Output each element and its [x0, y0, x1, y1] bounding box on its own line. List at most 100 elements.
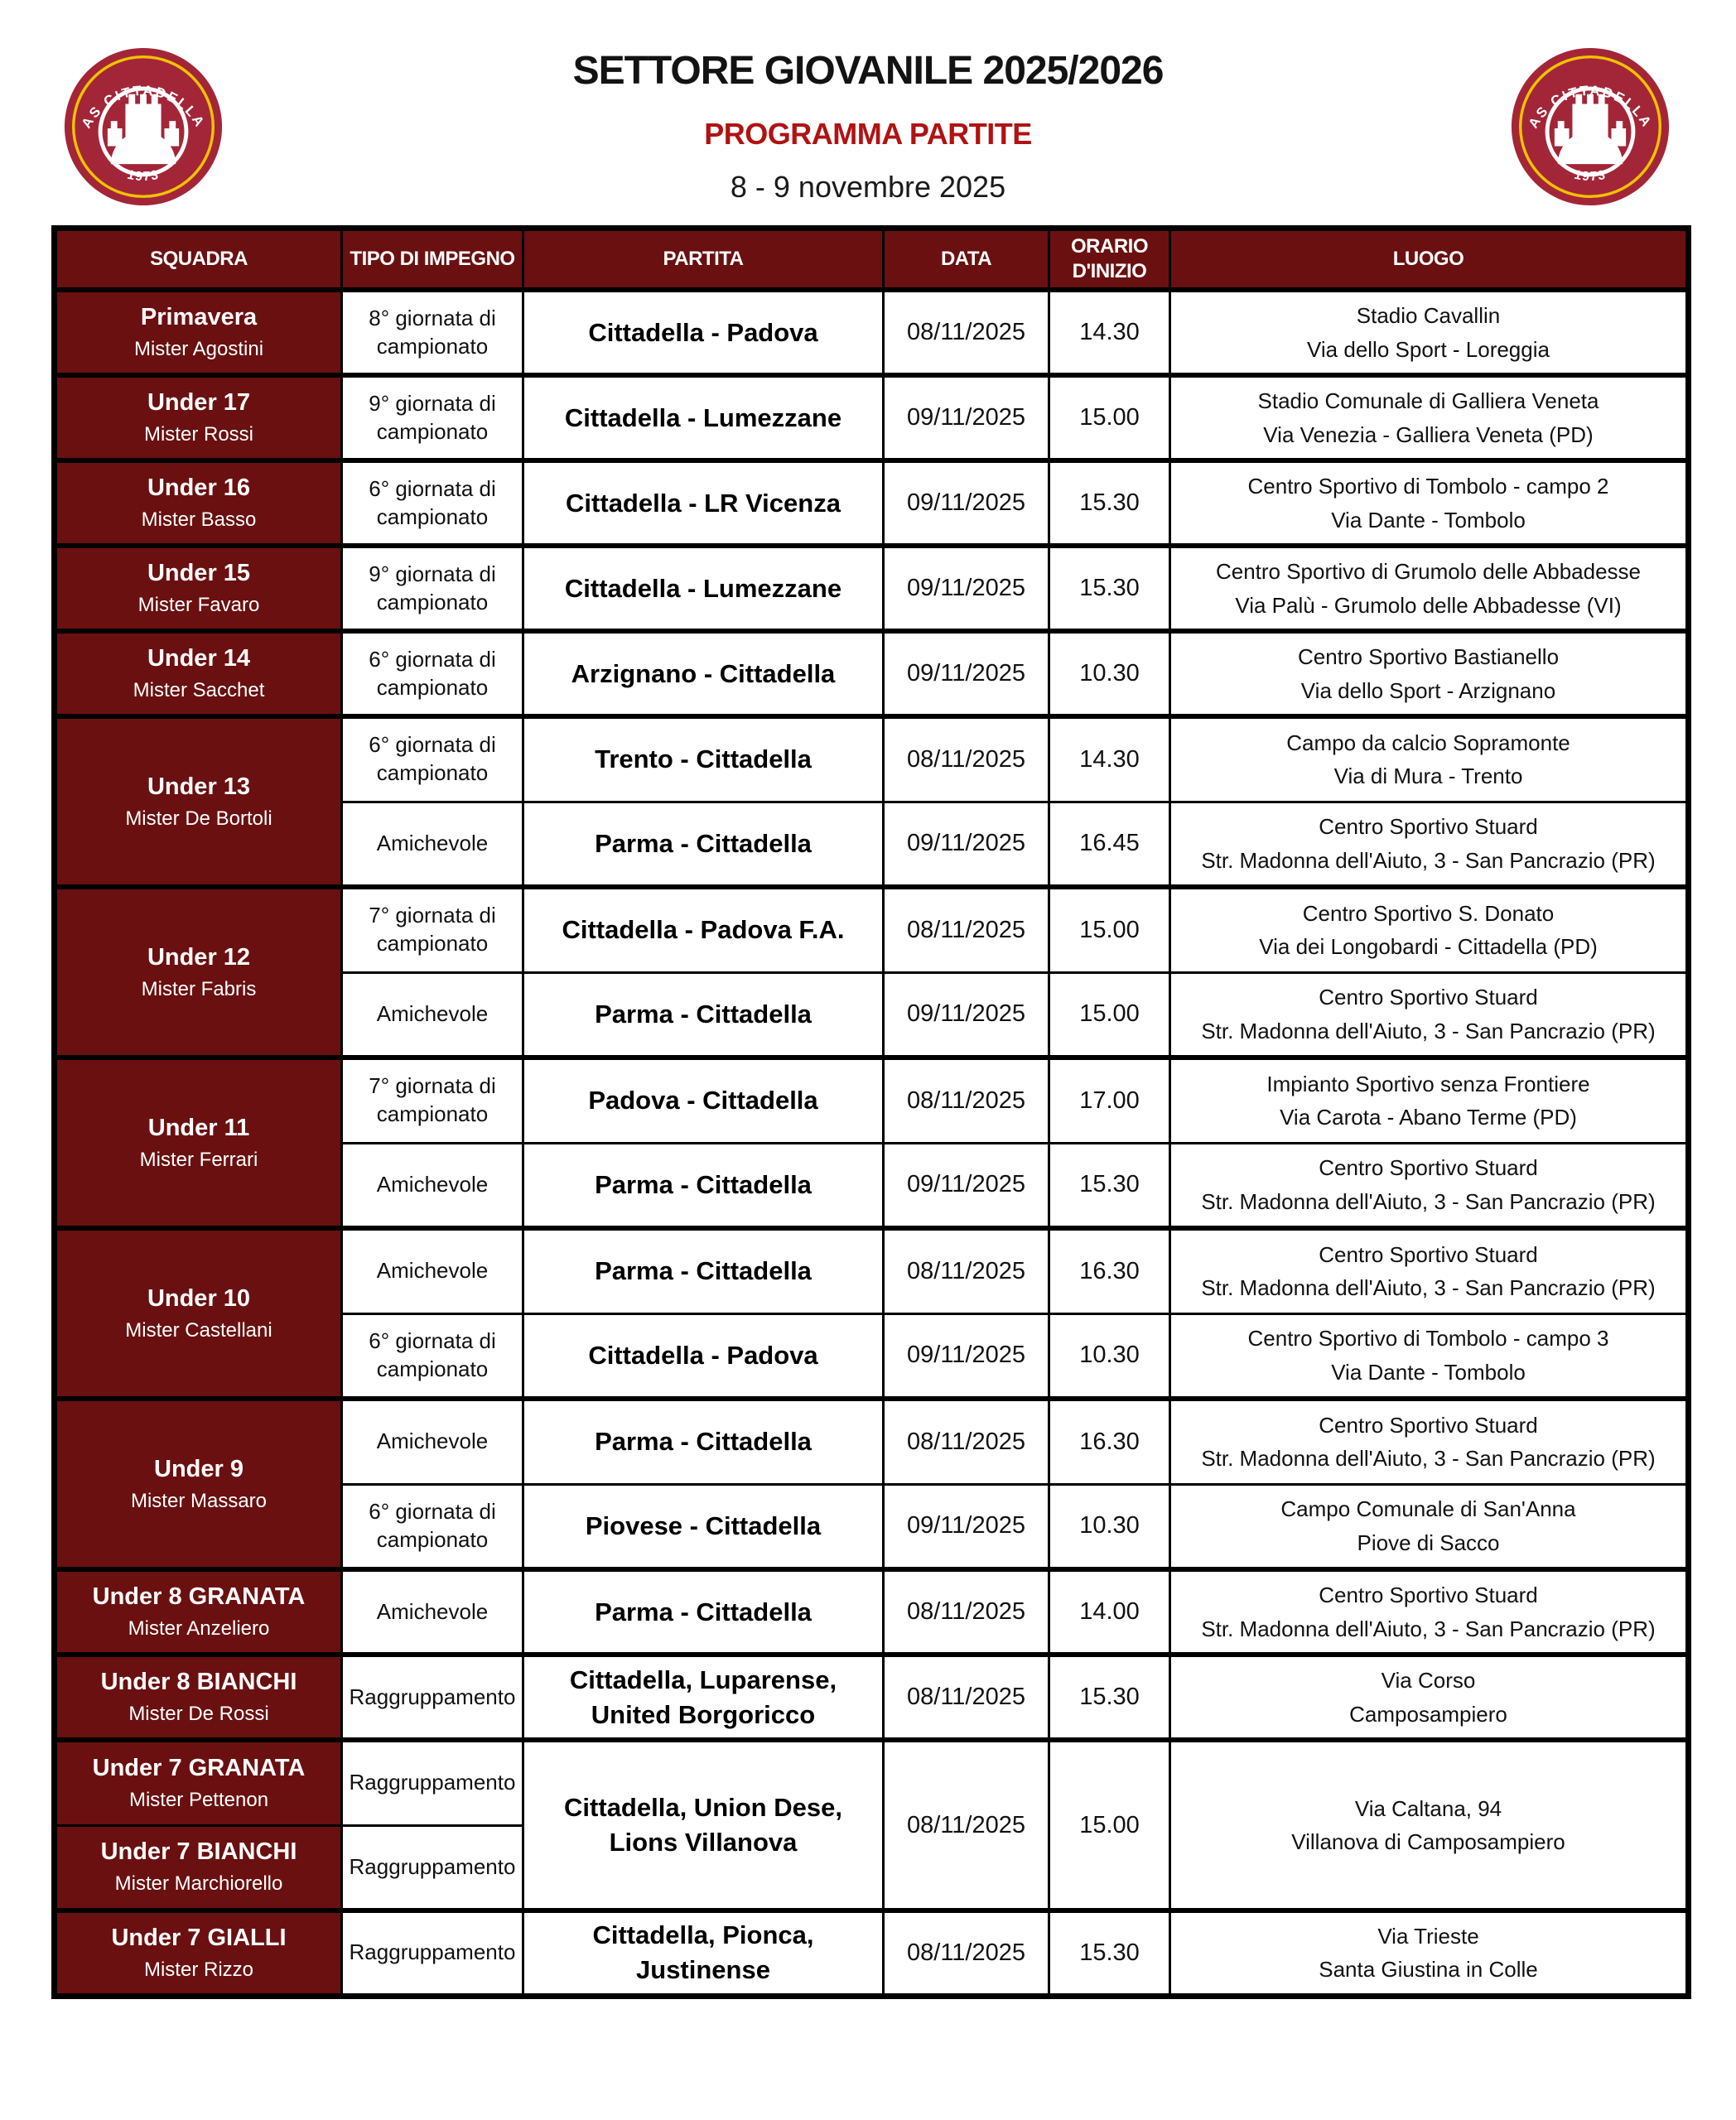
- row-under-8-granata: Under 8 GRANATA Mister Anzeliero Amichev…: [53, 1568, 1690, 1657]
- row-under-14: Under 14 Mister Sacchet 6° giornata di c…: [53, 629, 1690, 719]
- team-name: Under 9: [154, 1455, 244, 1482]
- data-cell: 09/11/2025: [882, 971, 1050, 1060]
- luogo-cell: Via Trieste Santa Giustina in Colle: [1169, 1909, 1690, 1998]
- luogo-line2: Str. Madonna dell'Aiuto, 3 - San Pancraz…: [1201, 1616, 1656, 1641]
- tipo-cell: Amichevole: [340, 1141, 524, 1231]
- tipo-cell: 9° giornata di campionato: [340, 373, 524, 463]
- luogo-cell: Centro Sportivo di Grumolo delle Abbades…: [1169, 544, 1690, 634]
- luogo-line1: Centro Sportivo Bastianello: [1297, 644, 1560, 670]
- luogo-line2: Str. Madonna dell'Aiuto, 3 - San Pancraz…: [1201, 1018, 1656, 1043]
- match-schedule-table: SQUADRA TIPO DI IMPEGNO PARTITA DATA ORA…: [51, 225, 1691, 1999]
- luogo-line2: Via Venezia - Galliera Veneta (PD): [1263, 422, 1594, 447]
- data-cell: 08/11/2025: [882, 1397, 1050, 1486]
- partita-cell: Cittadella - Padova: [522, 1312, 885, 1401]
- luogo-line2: Via Dante - Tombolo: [1331, 1359, 1526, 1385]
- team-name: Under 10: [147, 1284, 251, 1312]
- luogo-line2: Via dello Sport - Loreggia: [1307, 336, 1550, 362]
- orario-cell: 10.30: [1048, 629, 1171, 719]
- data-cell: 08/11/2025: [882, 1909, 1050, 1998]
- tipo-cell: Raggruppamento: [340, 1824, 524, 1913]
- coach-name: Mister Sacchet: [133, 679, 265, 701]
- data-cell: 09/11/2025: [882, 1312, 1050, 1401]
- orario-cell: 14.30: [1048, 288, 1171, 378]
- luogo-line1: Centro Sportivo Stuard: [1319, 814, 1538, 840]
- team-name: Under 13: [147, 773, 251, 800]
- row-under-13-match-1: Under 13 Mister De Bortoli 6° giornata d…: [53, 715, 1690, 889]
- luogo-cell: Centro Sportivo Stuard Str. Madonna dell…: [1169, 800, 1690, 889]
- coach-name: Mister Rizzo: [143, 1958, 253, 1981]
- coach-name: Mister Basso: [141, 508, 257, 531]
- luogo-line2: Str. Madonna dell'Aiuto, 3 - San Pancraz…: [1201, 847, 1656, 873]
- coach-name: Mister Pettenon: [128, 1788, 269, 1811]
- row-primavera: Primavera Mister Agostini 8° giornata di…: [53, 288, 1690, 378]
- luogo-cell: Centro Sportivo Stuard Str. Madonna dell…: [1169, 1226, 1690, 1315]
- luogo-cell: Via Caltana, 94 Villanova di Camposampie…: [1169, 1738, 1690, 1913]
- coach-name: Mister Ferrari: [139, 1148, 258, 1171]
- luogo-line1: Centro Sportivo di Grumolo delle Abbades…: [1215, 559, 1642, 585]
- partita-cell: Parma - Cittadella: [522, 971, 885, 1060]
- partita-cell: Cittadella, Pionca, Justinense: [522, 1909, 885, 1998]
- luogo-cell: Stadio Comunale di Galliera Veneta Via V…: [1169, 373, 1690, 463]
- luogo-cell: Via Corso Camposampiero: [1169, 1653, 1690, 1742]
- luogo-line1: Centro Sportivo S. Donato: [1302, 900, 1555, 926]
- partita-cell: Parma - Cittadella: [522, 800, 885, 889]
- row-under-10-match-1: Under 10 Mister Castellani Amichevole Pa…: [53, 1226, 1690, 1401]
- squadra-cell: Under 15 Mister Favaro: [53, 544, 343, 634]
- row-under-7-bianchi: Under 7 BIANCHI Mister Marchiorello Ragg…: [53, 1824, 1689, 1913]
- squadra-cell: Under 9 Mister Massaro: [53, 1397, 343, 1572]
- svg-text:1973: 1973: [126, 168, 161, 184]
- coach-name: Mister Anzeliero: [128, 1617, 270, 1640]
- partita-cell: Piovese - Cittadella: [522, 1482, 885, 1572]
- luogo-cell: Centro Sportivo di Tombolo - campo 3 Via…: [1169, 1312, 1690, 1401]
- tipo-cell: 7° giornata di campionato: [340, 885, 524, 974]
- row-under-9-match-2: 6° giornata di campionato Piovese - Citt…: [55, 1482, 1690, 1572]
- tipo-cell: 6° giornata di campionato: [340, 1312, 524, 1401]
- page-header: AS CITTADELLA 1973 SETTORE GIOVANILE 202…: [0, 0, 1736, 225]
- luogo-line1: Via Caltana, 94: [1354, 1795, 1502, 1821]
- luogo-line2: Via Carota - Abano Terme (PD): [1280, 1105, 1577, 1130]
- tipo-cell: 6° giornata di campionato: [340, 459, 524, 548]
- squadra-cell: Under 14 Mister Sacchet: [53, 629, 343, 719]
- partita-cell: Cittadella - Padova F.A.: [522, 885, 885, 974]
- data-cell: 09/11/2025: [882, 629, 1050, 719]
- coach-name: Mister Fabris: [141, 977, 257, 1000]
- orario-cell: 15.00: [1048, 373, 1171, 463]
- luogo-line2: Piove di Sacco: [1357, 1530, 1500, 1555]
- tipo-cell: 6° giornata di campionato: [340, 629, 524, 719]
- orario-cell: 15.30: [1048, 1909, 1171, 1998]
- coach-name: Mister Marchiorello: [114, 1872, 283, 1896]
- partita-cell: Trento - Cittadella: [522, 715, 885, 803]
- row-under-15: Under 15 Mister Favaro 9° giornata di ca…: [53, 544, 1690, 634]
- partita-cell: Cittadella, Luparense, United Borgoricco: [522, 1653, 885, 1742]
- luogo-cell: Centro Sportivo Stuard Str. Madonna dell…: [1169, 971, 1690, 1060]
- squadra-cell: Under 8 GRANATA Mister Anzeliero: [53, 1568, 343, 1657]
- squadra-cell: Under 7 GIALLI Mister Rizzo: [53, 1909, 343, 1998]
- squadra-cell: Under 16 Mister Basso: [53, 459, 343, 548]
- luogo-line1: Stadio Comunale di Galliera Veneta: [1257, 388, 1599, 414]
- team-name: Under 8 GRANATA: [92, 1583, 306, 1610]
- luogo-line1: Centro Sportivo Stuard: [1319, 1155, 1538, 1181]
- orario-cell: 10.30: [1048, 1482, 1171, 1572]
- orario-cell: 16.45: [1048, 800, 1171, 889]
- team-name: Under 7 BIANCHI: [100, 1838, 297, 1866]
- tipo-cell: 7° giornata di campionato: [340, 1056, 524, 1144]
- coach-name: Mister De Rossi: [128, 1703, 269, 1725]
- col-header-orario-inizio: ORARIO D'INIZIO: [1048, 227, 1171, 292]
- orario-cell: 15.00: [1048, 971, 1171, 1060]
- tipo-cell: Amichevole: [340, 1397, 524, 1486]
- club-logo-left: AS CITTADELLA 1973: [62, 46, 224, 208]
- squadra-cell: Under 7 BIANCHI Mister Marchiorello: [53, 1824, 343, 1913]
- luogo-cell: Campo Comunale di San'Anna Piove di Sacc…: [1169, 1482, 1690, 1572]
- luogo-cell: Centro Sportivo S. Donato Via dei Longob…: [1169, 885, 1690, 974]
- orario-cell: 14.30: [1048, 715, 1171, 803]
- row-under-8-bianchi: Under 8 BIANCHI Mister De Rossi Raggrupp…: [53, 1653, 1690, 1742]
- squadra-cell: Under 12 Mister Fabris: [53, 885, 343, 1060]
- luogo-line2: Villanova di Camposampiero: [1291, 1829, 1565, 1854]
- luogo-line2: Via di Mura - Trento: [1333, 764, 1523, 789]
- squadra-cell: Under 13 Mister De Bortoli: [53, 715, 343, 889]
- luogo-line1: Campo Comunale di San'Anna: [1280, 1496, 1576, 1522]
- orario-cell: 15.00: [1048, 885, 1171, 974]
- team-name: Under 7 GRANATA: [92, 1754, 306, 1781]
- row-under-17: Under 17 Mister Rossi 9° giornata di cam…: [53, 373, 1690, 463]
